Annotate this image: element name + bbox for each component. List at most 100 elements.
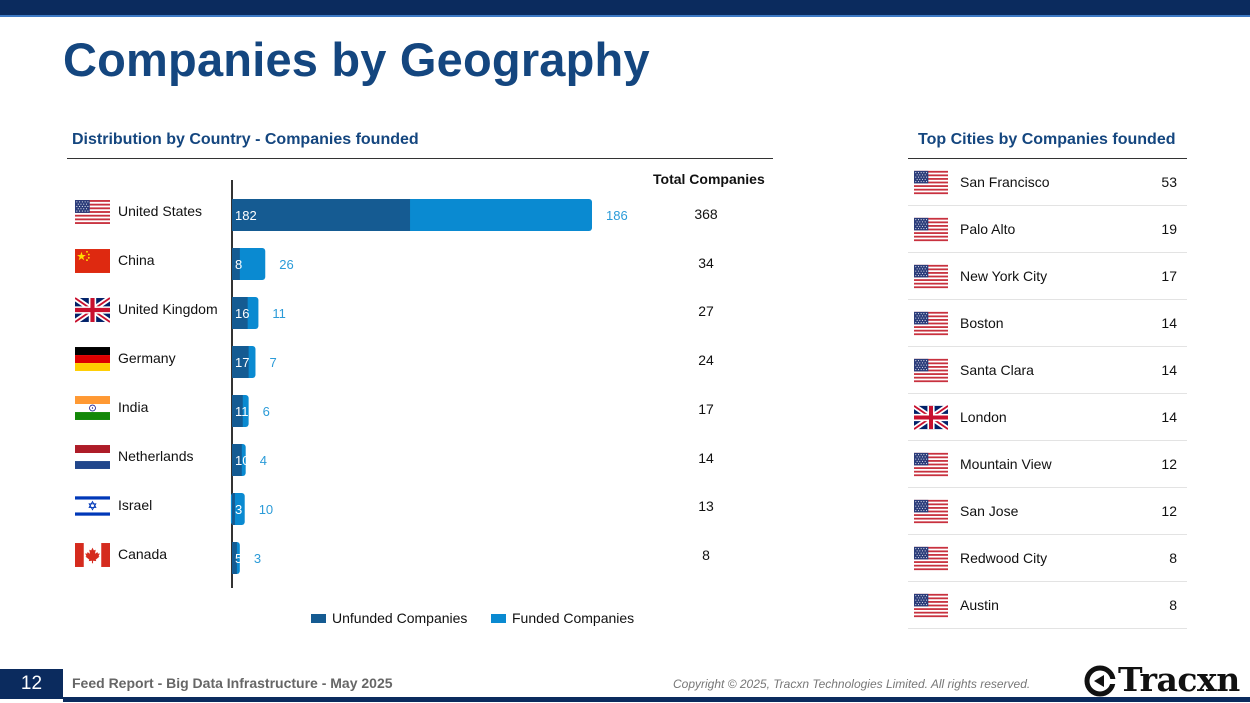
city-row: Palo Alto 19 — [908, 206, 1187, 253]
funded-value-label: 26 — [279, 257, 293, 272]
unfunded-value-label: 8 — [235, 257, 242, 272]
funded-value-label: 10 — [259, 502, 273, 517]
total-value: 27 — [698, 303, 714, 319]
footer-accent-line — [63, 697, 1250, 702]
country-section-title: Distribution by Country - Companies foun… — [72, 131, 419, 148]
funded-value-label: 3 — [254, 551, 261, 566]
city-name: Santa Clara — [960, 362, 1034, 378]
legend-unfunded-swatch — [311, 613, 326, 623]
city-name: Boston — [960, 315, 1004, 331]
funded-value-label: 4 — [260, 453, 267, 468]
country-row-india: India — [75, 391, 235, 425]
tracxn-logo-icon — [1084, 665, 1118, 697]
city-count: 12 — [1161, 503, 1177, 519]
city-count: 12 — [1161, 456, 1177, 472]
city-count: 17 — [1161, 268, 1177, 284]
city-row: London 14 — [908, 394, 1187, 441]
us-flag-icon — [914, 261, 948, 292]
city-row: New York City 17 — [908, 253, 1187, 300]
page-title: Companies by Geography — [63, 33, 650, 86]
country-row-united-kingdom: United Kingdom — [75, 293, 235, 327]
city-name: San Jose — [960, 503, 1019, 519]
legend-unfunded-label: Unfunded Companies — [332, 610, 468, 626]
country-name: India — [118, 399, 149, 415]
tracxn-logo-text: Tracxn — [1118, 660, 1240, 699]
china-flag-icon — [75, 244, 110, 278]
page-number: 12 — [0, 669, 63, 699]
top-header-accent-line — [0, 15, 1250, 17]
cities-section-divider — [908, 158, 1187, 159]
city-name: Austin — [960, 597, 999, 613]
country-row-china: China — [75, 244, 235, 278]
country-name: China — [118, 252, 155, 268]
unfunded-value-label: 5 — [235, 551, 242, 566]
country-section-divider — [67, 158, 773, 159]
country-name: United Kingdom — [118, 301, 218, 317]
country-name: Canada — [118, 546, 168, 562]
copyright-notice: Copyright © 2025, Tracxn Technologies Li… — [673, 677, 1031, 691]
funded-value-label: 11 — [272, 306, 286, 321]
city-name: London — [960, 409, 1007, 425]
city-count: 8 — [1169, 597, 1177, 613]
country-row-israel: Israel — [75, 489, 235, 523]
city-count: 19 — [1161, 221, 1177, 237]
city-count: 8 — [1169, 550, 1177, 566]
country-row-germany: Germany — [75, 342, 235, 376]
city-row: Redwood City 8 — [908, 535, 1187, 582]
legend-funded: Funded Companies — [491, 610, 634, 628]
total-value: 14 — [698, 450, 714, 466]
city-count: 14 — [1161, 362, 1177, 378]
country-row-netherlands: Netherlands — [75, 440, 235, 474]
unfunded-value-label: 10 — [235, 453, 249, 468]
country-row-canada: Canada — [75, 538, 235, 572]
total-value: 368 — [694, 206, 718, 222]
unfunded-bar — [232, 346, 249, 378]
city-row: San Francisco 53 — [908, 159, 1187, 206]
city-row: Boston 14 — [908, 300, 1187, 347]
germany-flag-icon — [75, 342, 110, 376]
funded-bar — [406, 199, 592, 231]
us-flag-icon — [914, 308, 948, 339]
city-count: 14 — [1161, 409, 1177, 425]
us-flag-icon — [75, 195, 110, 229]
us-flag-icon — [914, 590, 948, 621]
funded-value-label: 7 — [269, 355, 276, 370]
total-value: 34 — [698, 255, 714, 271]
city-count: 53 — [1161, 174, 1177, 190]
funded-value-label: 186 — [606, 208, 628, 223]
top-header-bar — [0, 0, 1250, 15]
funded-bar — [235, 248, 266, 280]
legend-funded-swatch — [491, 613, 506, 623]
us-flag-icon — [914, 355, 948, 386]
unfunded-value-label: 11 — [235, 404, 249, 419]
city-row: San Jose 12 — [908, 488, 1187, 535]
unfunded-bar — [232, 444, 242, 476]
country-name: Netherlands — [118, 448, 194, 464]
us-flag-icon — [914, 496, 948, 527]
city-row: Santa Clara 14 — [908, 347, 1187, 394]
unfunded-value-label: 17 — [235, 355, 249, 370]
city-count: 14 — [1161, 315, 1177, 331]
india-flag-icon — [75, 391, 110, 425]
city-name: New York City — [960, 268, 1048, 284]
unfunded-bar — [232, 248, 240, 280]
legend-unfunded: Unfunded Companies — [311, 610, 467, 628]
us-flag-icon — [914, 214, 948, 245]
us-flag-icon — [914, 167, 948, 198]
unfunded-bar — [232, 395, 243, 427]
city-name: Mountain View — [960, 456, 1052, 472]
report-title: Feed Report - Big Data Infrastructure - … — [72, 675, 393, 691]
unfunded-bar — [232, 542, 237, 574]
unfunded-bar — [232, 297, 248, 329]
unfunded-bar — [232, 493, 235, 525]
uk-flag-icon — [75, 293, 110, 327]
funded-value-label: 6 — [263, 404, 270, 419]
country-name: Germany — [118, 350, 176, 366]
cities-section-title: Top Cities by Companies founded — [918, 131, 1176, 148]
us-flag-icon — [914, 449, 948, 480]
total-value: 17 — [698, 401, 714, 417]
netherlands-flag-icon — [75, 440, 110, 474]
unfunded-value-label: 182 — [235, 208, 257, 223]
unfunded-value-label: 16 — [235, 306, 249, 321]
us-flag-icon — [914, 543, 948, 574]
